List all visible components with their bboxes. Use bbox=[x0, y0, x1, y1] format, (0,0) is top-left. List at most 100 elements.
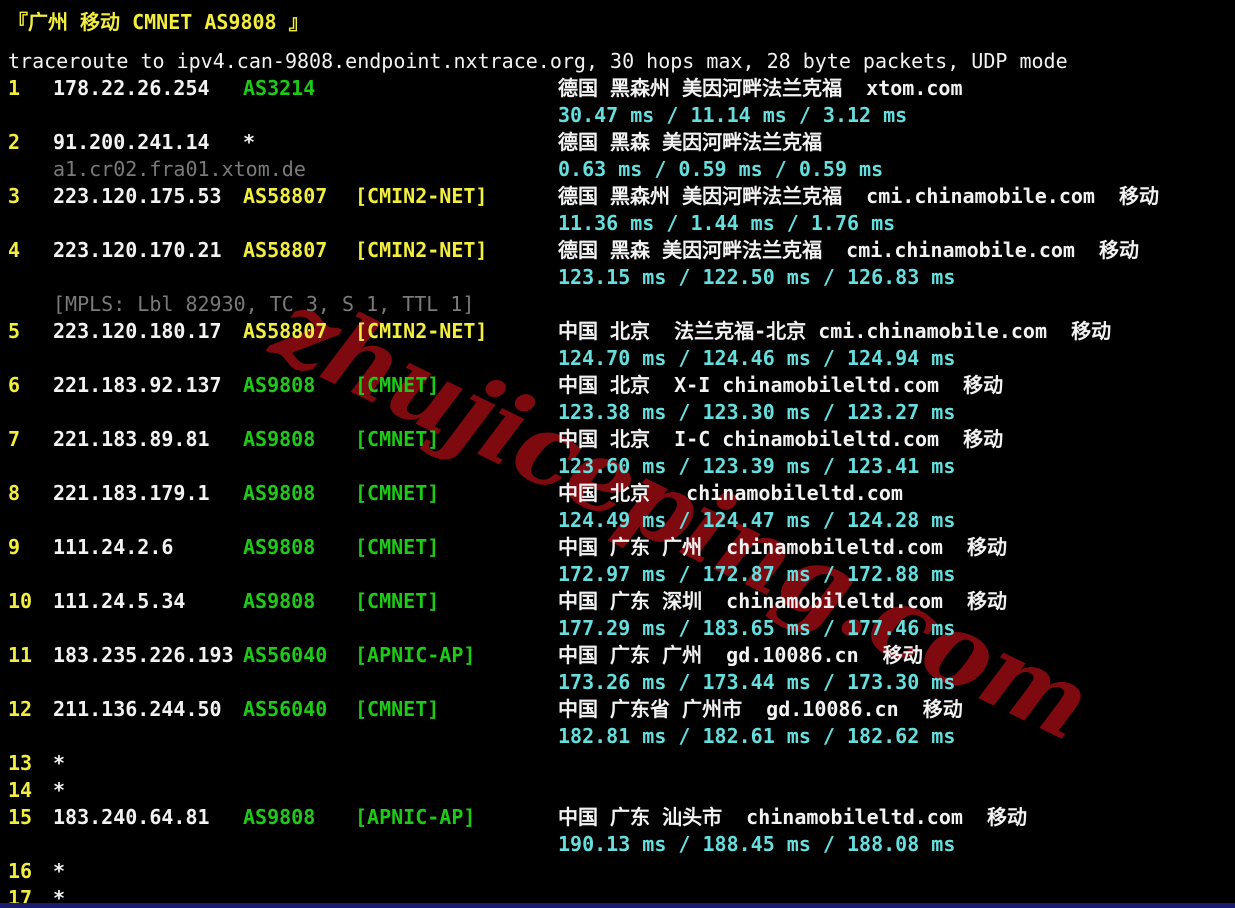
hop-asn: AS9808 bbox=[243, 427, 316, 451]
hop-tag: [CMNET] bbox=[355, 427, 440, 451]
hop-number: 17 bbox=[8, 886, 33, 908]
hop-asn: AS58807 bbox=[243, 238, 328, 262]
hop-number: 13 bbox=[8, 751, 33, 775]
terminal-line: 173.26 ms / 173.44 ms / 173.30 ms bbox=[8, 669, 1235, 696]
hop-tag: [APNIC-AP] bbox=[355, 805, 476, 829]
hop-number: 10 bbox=[8, 589, 33, 613]
hop-row: 11 183.235.226.193 AS56040 [APNIC-AP] 中国 广东 … bbox=[8, 642, 1235, 696]
hop-geo: 德国 黑森 美因河畔法兰克福 bbox=[558, 130, 823, 154]
hop-row: 14 * bbox=[8, 777, 1235, 804]
hop-row: 9 111.24.2.6 AS9808 [CMNET] 中国 广东 广州 chinamo… bbox=[8, 534, 1235, 588]
hop-latency: 177.29 ms / 183.65 ms / 177.46 ms bbox=[558, 616, 956, 640]
hop-timeout-star: * bbox=[53, 859, 66, 883]
hop-asn: AS58807 bbox=[243, 319, 328, 343]
terminal-line: 123.60 ms / 123.39 ms / 123.41 ms bbox=[8, 453, 1235, 480]
hop-asn: AS56040 bbox=[243, 643, 328, 667]
terminal-line: 7 221.183.89.81 AS9808 [CMNET] 中国 北京 I-C chi… bbox=[8, 426, 1235, 453]
hop-geo: 中国 广东 深圳 chinamobileltd.com 移动 bbox=[558, 589, 1007, 613]
hop-row: 10 111.24.5.34 AS9808 [CMNET] 中国 广东 深圳 china… bbox=[8, 588, 1235, 642]
hop-geo: 德国 黑森州 美因河畔法兰克福 cmi.chinamobile.com 移动 bbox=[558, 184, 1160, 208]
hop-timeout-star: * bbox=[53, 778, 66, 802]
terminal-line: 182.81 ms / 182.61 ms / 182.62 ms bbox=[8, 723, 1235, 750]
hop-asn: AS56040 bbox=[243, 697, 328, 721]
hop-ip: 183.235.226.193 bbox=[53, 643, 234, 667]
hop-row: 5 223.120.180.17 AS58807 [CMIN2-NET] 中国 北京 法… bbox=[8, 318, 1235, 372]
hop-ip: 221.183.89.81 bbox=[53, 427, 210, 451]
terminal-line: 17 * bbox=[8, 885, 1235, 908]
hop-asn: AS58807 bbox=[243, 184, 328, 208]
hop-asn: AS9808 bbox=[243, 805, 316, 829]
terminal-line: 8 221.183.179.1 AS9808 [CMNET] 中国 北京 chinamo… bbox=[8, 480, 1235, 507]
hop-number: 14 bbox=[8, 778, 33, 802]
hop-row: 12 211.136.244.50 AS56040 [CMNET] 中国 广东省 广州市… bbox=[8, 696, 1235, 750]
hop-latency: 11.36 ms / 1.44 ms / 1.76 ms bbox=[558, 211, 896, 235]
hop-ip: 178.22.26.254 bbox=[53, 76, 210, 100]
terminal-line: 4 223.120.170.21 AS58807 [CMIN2-NET] 德国 黑森 美… bbox=[8, 237, 1235, 264]
terminal-line: 1 178.22.26.254 AS3214 德国 黑森州 美因河畔法兰克福 xtom… bbox=[8, 75, 1235, 102]
hop-latency: 123.60 ms / 123.39 ms / 123.41 ms bbox=[558, 454, 956, 478]
hop-row: 6 221.183.92.137 AS9808 [CMNET] 中国 北京 X-I ch… bbox=[8, 372, 1235, 426]
hop-tag: [CMNET] bbox=[355, 481, 440, 505]
hop-ip: 223.120.180.17 bbox=[53, 319, 222, 343]
terminal-line: 10 111.24.5.34 AS9808 [CMNET] 中国 广东 深圳 china… bbox=[8, 588, 1235, 615]
terminal-line: 123.15 ms / 122.50 ms / 126.83 ms bbox=[8, 264, 1235, 291]
hop-tag: [CMNET] bbox=[355, 697, 440, 721]
terminal-line: 123.38 ms / 123.30 ms / 123.27 ms bbox=[8, 399, 1235, 426]
hop-timeout-star: * bbox=[53, 751, 66, 775]
hop-asn: AS9808 bbox=[243, 481, 316, 505]
terminal-line: 177.29 ms / 183.65 ms / 177.46 ms bbox=[8, 615, 1235, 642]
hop-latency: 123.15 ms / 122.50 ms / 126.83 ms bbox=[558, 265, 956, 289]
hop-number: 7 bbox=[8, 427, 21, 451]
terminal-line: 190.13 ms / 188.45 ms / 188.08 ms bbox=[8, 831, 1235, 858]
hop-geo: 德国 黑森 美因河畔法兰克福 cmi.chinamobile.com 移动 bbox=[558, 238, 1140, 262]
terminal-line: 2 91.200.241.14 * 德国 黑森 美因河畔法兰克福 bbox=[8, 129, 1235, 156]
hop-geo: 德国 黑森州 美因河畔法兰克福 xtom.com bbox=[558, 76, 963, 100]
terminal-line: 6 221.183.92.137 AS9808 [CMNET] 中国 北京 X-I ch… bbox=[8, 372, 1235, 399]
hop-geo: 中国 广东 广州 gd.10086.cn 移动 bbox=[558, 643, 923, 667]
hop-number: 1 bbox=[8, 76, 21, 100]
terminal-line: a1.cr02.fra01.xtom.de 0.63 ms / 0.59 ms /… bbox=[8, 156, 1235, 183]
hop-ip: 223.120.175.53 bbox=[53, 184, 222, 208]
terminal-line: 11 183.235.226.193 AS56040 [APNIC-AP] 中国 广东 … bbox=[8, 642, 1235, 669]
hop-number: 12 bbox=[8, 697, 33, 721]
hop-asn: AS9808 bbox=[243, 373, 316, 397]
hop-latency: 190.13 ms / 188.45 ms / 188.08 ms bbox=[558, 832, 956, 856]
hop-asn: * bbox=[243, 130, 256, 154]
hop-tag: [CMIN2-NET] bbox=[355, 184, 488, 208]
terminal-line: 11.36 ms / 1.44 ms / 1.76 ms bbox=[8, 210, 1235, 237]
hop-number: 15 bbox=[8, 805, 33, 829]
hop-number: 5 bbox=[8, 319, 21, 343]
hop-asn: AS9808 bbox=[243, 589, 316, 613]
hop-row: 2 91.200.241.14 * 德国 黑森 美因河畔法兰克福 a1.cr02.fra… bbox=[8, 129, 1235, 183]
mpls-label: [MPLS: Lbl 82930, TC 3, S 1, TTL 1] bbox=[53, 292, 475, 316]
hop-geo: 中国 北京 I-C chinamobileltd.com 移动 bbox=[558, 427, 1004, 451]
hop-number: 11 bbox=[8, 643, 33, 667]
hop-row: 4 223.120.170.21 AS58807 [CMIN2-NET] 德国 黑森 美… bbox=[8, 237, 1235, 318]
terminal-line: 14 * bbox=[8, 777, 1235, 804]
terminal-line: 13 * bbox=[8, 750, 1235, 777]
hop-row: 1 178.22.26.254 AS3214 德国 黑森州 美因河畔法兰克福 xtom… bbox=[8, 75, 1235, 129]
hop-latency: 172.97 ms / 172.87 ms / 172.88 ms bbox=[558, 562, 956, 586]
hop-geo: 中国 北京 X-I chinamobileltd.com 移动 bbox=[558, 373, 1004, 397]
hop-row: 17 * bbox=[8, 885, 1235, 908]
hop-ip: 223.120.170.21 bbox=[53, 238, 222, 262]
bottom-bar bbox=[0, 903, 1235, 908]
hop-number: 6 bbox=[8, 373, 21, 397]
hop-ip: 111.24.5.34 bbox=[53, 589, 186, 613]
hop-tag: [CMNET] bbox=[355, 589, 440, 613]
terminal-line: 172.97 ms / 172.87 ms / 172.88 ms bbox=[8, 561, 1235, 588]
hop-number: 8 bbox=[8, 481, 21, 505]
hop-number: 16 bbox=[8, 859, 33, 883]
hop-latency: 0.63 ms / 0.59 ms / 0.59 ms bbox=[558, 157, 884, 181]
hop-row: 16 * bbox=[8, 858, 1235, 885]
traceroute-command: traceroute to ipv4.can-9808.endpoint.nxt… bbox=[8, 49, 1068, 73]
report-title: 『广州 移动 CMNET AS9808 』 bbox=[8, 10, 309, 34]
hop-tag: [APNIC-AP] bbox=[355, 643, 476, 667]
hop-row: 8 221.183.179.1 AS9808 [CMNET] 中国 北京 chinamo… bbox=[8, 480, 1235, 534]
terminal-line: 16 * bbox=[8, 858, 1235, 885]
hop-geo: 中国 广东 广州 chinamobileltd.com 移动 bbox=[558, 535, 1007, 559]
hop-ip: 183.240.64.81 bbox=[53, 805, 210, 829]
hop-ip: 111.24.2.6 bbox=[53, 535, 174, 559]
hop-geo: 中国 广东 汕头市 chinamobileltd.com 移动 bbox=[558, 805, 1027, 829]
hop-latency: 124.70 ms / 124.46 ms / 124.94 ms bbox=[558, 346, 956, 370]
